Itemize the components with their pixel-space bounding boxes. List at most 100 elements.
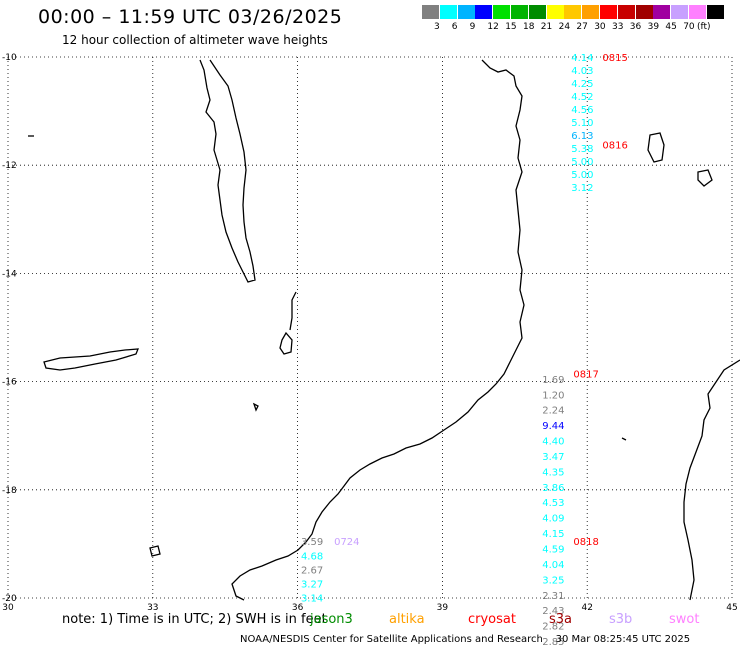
scale-label: 39 bbox=[647, 22, 660, 32]
map-title: 00:00 – 11:59 UTC 03/26/2025 bbox=[38, 6, 343, 28]
scale-label: 30 bbox=[594, 22, 606, 32]
wave-height-label: 3.47 bbox=[542, 452, 564, 463]
wave-height-label: 3.12 bbox=[571, 183, 593, 194]
wave-height-label: 4.15 bbox=[542, 529, 564, 540]
wave-height-label: 2.31 bbox=[542, 591, 564, 602]
wave-height-label: 1.20 bbox=[542, 390, 564, 401]
satellite-altika: altika bbox=[389, 612, 425, 627]
scale-label: 3 bbox=[434, 22, 440, 32]
wave-height-label: 4.14 bbox=[571, 53, 593, 64]
wave-height-label: 3.25 bbox=[542, 575, 564, 586]
lon-tick-label: 36 bbox=[292, 603, 304, 613]
scale-label: 36 bbox=[629, 22, 642, 32]
lon-tick-label: 45 bbox=[726, 603, 737, 613]
coastline bbox=[28, 59, 740, 601]
scale-swatch bbox=[635, 5, 653, 19]
scale-label: 24 bbox=[558, 22, 571, 32]
satellite-s3b: s3b bbox=[609, 612, 633, 627]
lon-tick-label: 39 bbox=[437, 603, 449, 613]
wave-height-label: 2.67 bbox=[301, 565, 323, 576]
scale-label: 21 bbox=[540, 22, 553, 32]
scale-swatch bbox=[671, 5, 689, 19]
lat-tick-label: -20 bbox=[2, 594, 17, 604]
scale-label: 15 bbox=[505, 22, 517, 32]
lat-tick-label: -14 bbox=[2, 269, 17, 279]
wave-height-label: 4.40 bbox=[542, 437, 564, 448]
scale-label: 9 bbox=[469, 22, 476, 32]
satellite-cryosat: cryosat bbox=[468, 612, 516, 627]
scale-swatch bbox=[564, 5, 582, 19]
scale-label: 18 bbox=[523, 22, 535, 32]
wave-height-label: 3.14 bbox=[301, 593, 323, 604]
satellite-jason3: jason3 bbox=[310, 612, 353, 627]
scale-label: 27 bbox=[576, 22, 588, 32]
scale-swatch bbox=[600, 5, 617, 19]
lat-lon-grid bbox=[7, 56, 733, 599]
credit-text: NOAA/NESDIS Center for Satellite Applica… bbox=[240, 634, 543, 645]
pass-time-label: 0816 bbox=[602, 141, 627, 152]
lat-tick-label: -10 bbox=[2, 53, 17, 63]
wave-height-label: 2.82 bbox=[542, 622, 564, 633]
wave-height-label: 4.53 bbox=[542, 498, 564, 509]
wave-height-label: 5.10 bbox=[571, 118, 593, 129]
scale-swatch bbox=[493, 5, 511, 19]
lon-tick-label: 33 bbox=[147, 603, 158, 613]
scale-label: 6 bbox=[451, 22, 458, 32]
scale-swatch bbox=[457, 5, 475, 19]
pass-time-label: 0818 bbox=[573, 537, 598, 548]
wave-height-label: 2.24 bbox=[542, 406, 564, 417]
wave-height-label: 4.25 bbox=[571, 79, 593, 90]
scale-swatch bbox=[706, 5, 724, 19]
scale-swatch bbox=[689, 5, 706, 19]
wave-height-label: 5.00 bbox=[571, 157, 593, 168]
wave-height-label: 3.27 bbox=[301, 579, 323, 590]
scale-unit: (ft) bbox=[697, 22, 711, 32]
scale-label: 70 bbox=[683, 22, 695, 32]
wave-height-label: 2.43 bbox=[542, 606, 564, 617]
scale-swatch bbox=[528, 5, 546, 19]
scale-swatch bbox=[546, 5, 564, 19]
scale-swatch bbox=[422, 5, 439, 19]
scale-label: 12 bbox=[487, 22, 499, 32]
footer-note: note: 1) Time is in UTC; 2) SWH is in fe… bbox=[62, 612, 327, 627]
pass-time-label: 0815 bbox=[602, 53, 627, 64]
wave-height-label: 4.59 bbox=[542, 544, 564, 555]
lat-tick-label: -12 bbox=[2, 161, 17, 171]
altimeter-tracks: 4.14 4.03 4.25 4.52 4.56 5.10 6.13 5.38 5.00 5.00… bbox=[301, 53, 628, 648]
wave-height-label: 4.35 bbox=[542, 467, 564, 478]
wave-height-label: 1.69 bbox=[542, 375, 564, 386]
lon-tick-label: 30 bbox=[2, 603, 14, 613]
wave-height-label: 5.38 bbox=[571, 144, 593, 155]
scale-swatch bbox=[439, 5, 457, 19]
lon-tick-label: 42 bbox=[581, 603, 592, 613]
scale-label: 33 bbox=[612, 22, 624, 32]
wave-height-label: 4.68 bbox=[301, 551, 323, 562]
satellite-swot: swot bbox=[669, 612, 700, 627]
lat-tick-label: -18 bbox=[2, 486, 17, 496]
pass-time-label: 0724 bbox=[334, 537, 359, 548]
scale-swatch bbox=[617, 5, 635, 19]
generated-time: 30 Mar 08:25:45 UTC 2025 bbox=[555, 634, 691, 645]
axis-ticks: 30 33 36 39 42 45 -10 -12 -14 -16 -18 -20 bbox=[2, 53, 738, 613]
credit-line: NOAA/NESDIS Center for Satellite Applica… bbox=[240, 634, 690, 645]
wave-height-label: 4.09 bbox=[542, 514, 564, 525]
wave-height-label: 4.52 bbox=[571, 92, 593, 103]
lat-tick-label: -16 bbox=[2, 378, 17, 388]
wave-height-label: 2.85 bbox=[542, 637, 564, 648]
wave-height-label: 3.59 bbox=[301, 537, 323, 548]
wave-height-label: 3.86 bbox=[542, 483, 564, 494]
scale-swatch bbox=[653, 5, 671, 19]
wave-height-label: 4.04 bbox=[542, 560, 564, 571]
satellite-s3a: s3a bbox=[549, 612, 573, 627]
wave-height-label: 4.03 bbox=[571, 66, 593, 77]
pass-time-label: 0817 bbox=[573, 369, 598, 380]
map-subtitle: 12 hour collection of altimeter wave hei… bbox=[62, 33, 328, 47]
wave-height-label: 6.13 bbox=[571, 131, 593, 142]
wave-height-label: 9.44 bbox=[542, 421, 564, 432]
scale-label: 45 bbox=[665, 22, 677, 32]
scale-swatch bbox=[511, 5, 528, 19]
scale-swatch bbox=[475, 5, 493, 19]
wave-height-label: 5.00 bbox=[571, 170, 593, 181]
scale-swatch bbox=[582, 5, 600, 19]
